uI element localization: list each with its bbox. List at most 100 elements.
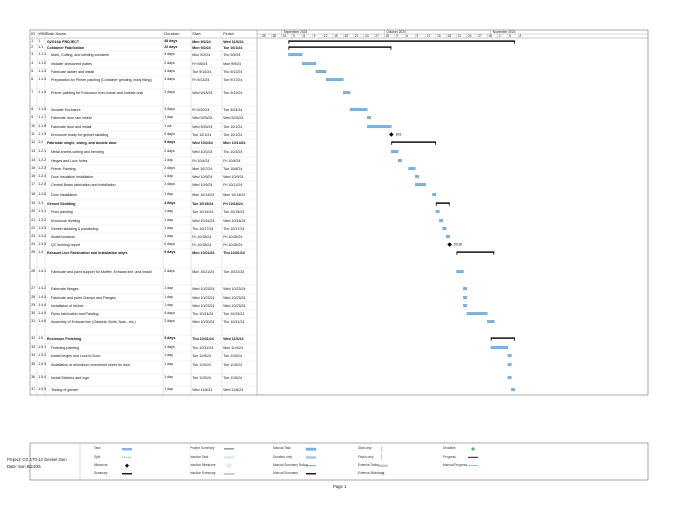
- row-wbs: 1.5.2: [38, 352, 47, 357]
- row-duration: 22 days: [164, 44, 178, 49]
- row-wbs: 1.1.7: [38, 114, 47, 119]
- column-header-name: Task Name: [46, 31, 67, 37]
- row-start: Mon 10/21/24: [192, 250, 215, 255]
- day-tick-label: 21: [457, 33, 462, 38]
- row-wbs: 1.4.4: [38, 302, 47, 307]
- row-duration: 9 days: [164, 139, 176, 144]
- summary-bar: [288, 46, 392, 48]
- row-id: 33: [31, 344, 36, 349]
- summary-bar-end-cap: [493, 251, 495, 255]
- row-task-name: Preparation for Primer painting (Contain…: [51, 77, 152, 82]
- summary-bar-end-cap: [435, 141, 436, 145]
- row-id: 24: [31, 241, 36, 246]
- row-task-name: Fabricate door and install: [51, 124, 92, 129]
- month-label: November 2024: [492, 29, 516, 34]
- row-finish: Tue 11/5/24: [223, 362, 242, 367]
- row-finish: Mon 10/14/24: [223, 192, 246, 197]
- row-finish: Tue 10/22/24: [223, 269, 245, 274]
- row-finish: Fri 10/18/24: [223, 242, 243, 247]
- row-id: 4: [31, 60, 34, 65]
- row-id: 25: [31, 249, 36, 254]
- row-wbs: 1.2: [38, 139, 44, 144]
- task-bar: [507, 354, 512, 358]
- legend-item-sample: [122, 473, 132, 475]
- row-duration: 0 days: [164, 241, 175, 246]
- task-bar: [463, 304, 467, 308]
- row-start: Fri 9/13/24: [192, 77, 210, 82]
- row-wbs: 1.2.4: [38, 173, 47, 178]
- legend-item-sample: [306, 473, 316, 475]
- row-start: Mon 10/7/24: [192, 166, 213, 171]
- row-duration: 2 days: [164, 268, 175, 273]
- task-bar: [301, 62, 317, 66]
- day-tick-label: 8: [519, 33, 522, 38]
- milestone-date-label: 10/1: [395, 133, 402, 137]
- row-task-name: Enclosure ready for genset skidding: [51, 132, 109, 137]
- legend-item-label: Split: [94, 454, 101, 459]
- row-duration: 3 days: [164, 344, 175, 349]
- row-wbs: 1.3.3: [38, 225, 47, 230]
- project-date: Date: Sun 8/24/25: [7, 464, 41, 469]
- row-start: Wed 9/25/24: [192, 115, 213, 120]
- row-wbs: 1.1.6: [38, 106, 47, 111]
- row-start: Wed 10/16/24: [192, 218, 215, 223]
- row-wbs: 1.1.8: [38, 123, 47, 128]
- row-id: 9: [31, 114, 34, 119]
- column-header-finish: Finish: [223, 31, 234, 37]
- row-wbs: 1.3.2: [38, 217, 47, 222]
- row-start: Thu 10/17/24: [192, 226, 214, 231]
- row-start: Tue 9/10/24: [192, 69, 212, 74]
- legend-item-sample: [: [381, 446, 383, 452]
- row-start: Wed 10/23/24: [192, 295, 215, 300]
- row-wbs: 1.4.1: [38, 268, 47, 273]
- row-duration: 1 day: [164, 173, 173, 178]
- legend-item-label: Deadline: [443, 446, 456, 451]
- row-task-name: Exhaust Line Fabrication and installatio…: [47, 250, 128, 255]
- legend-item-label: Milestone: [94, 463, 108, 467]
- row-start: Wed 9/18/24: [192, 90, 213, 95]
- row-id: 20: [31, 208, 36, 213]
- legend-item-sample: [125, 463, 129, 468]
- row-task-name: Fabricate ladder and install: [51, 69, 95, 74]
- row-task-name: Fabricate single, swing, and double door: [47, 140, 117, 145]
- day-tick-label: 24: [467, 33, 472, 38]
- row-id: 16: [31, 173, 36, 178]
- day-tick-label: 9: [313, 33, 316, 38]
- row-wbs: 1: [38, 38, 41, 43]
- day-tick-label: 6: [303, 33, 306, 38]
- day-tick-label: 27: [375, 33, 379, 38]
- task-bar: [511, 388, 515, 392]
- row-task-name: QC leveling report: [51, 242, 80, 247]
- day-tick-label: 12: [323, 33, 328, 38]
- svg-text:[: [: [381, 446, 383, 452]
- row-finish: Mon 9/9/24: [223, 61, 242, 66]
- row-id: 11: [31, 131, 35, 136]
- row-duration: 3 days: [164, 335, 176, 340]
- summary-bar: [490, 337, 515, 339]
- row-task-name: Genset skidding & positioning: [51, 226, 99, 231]
- task-bar: [398, 159, 402, 163]
- row-duration: 2 days: [164, 60, 175, 65]
- row-wbs: 1.4.3: [38, 294, 47, 299]
- legend-item-sample: [381, 471, 385, 476]
- row-finish: Tue 10/15/24: [223, 209, 245, 214]
- row-task-name: Genset Skidding: [47, 201, 76, 206]
- day-tick-label: 6: [406, 33, 409, 38]
- month-label: October 2024: [386, 29, 406, 34]
- row-task-name: Primer Painting: [51, 166, 76, 171]
- row-start: Mon 10/14/24: [192, 192, 215, 197]
- row-duration: 1 day: [164, 208, 173, 213]
- row-finish: Wed 11/6/24: [223, 387, 244, 392]
- summary-bar-start-cap: [456, 251, 458, 255]
- row-wbs: 1.3: [38, 200, 44, 205]
- legend-item-label: Start-only: [358, 446, 372, 451]
- row-start: Tue 11/5/24: [192, 362, 211, 367]
- row-duration: 3 days: [164, 68, 175, 73]
- row-finish: Wed 11/6/24: [223, 39, 244, 44]
- legend-item-label: Inactive Summary: [190, 471, 216, 476]
- row-finish: Tue 9/17/24: [223, 77, 243, 82]
- column-header-id: ID: [31, 31, 36, 37]
- legend-item-sample: [378, 464, 388, 467]
